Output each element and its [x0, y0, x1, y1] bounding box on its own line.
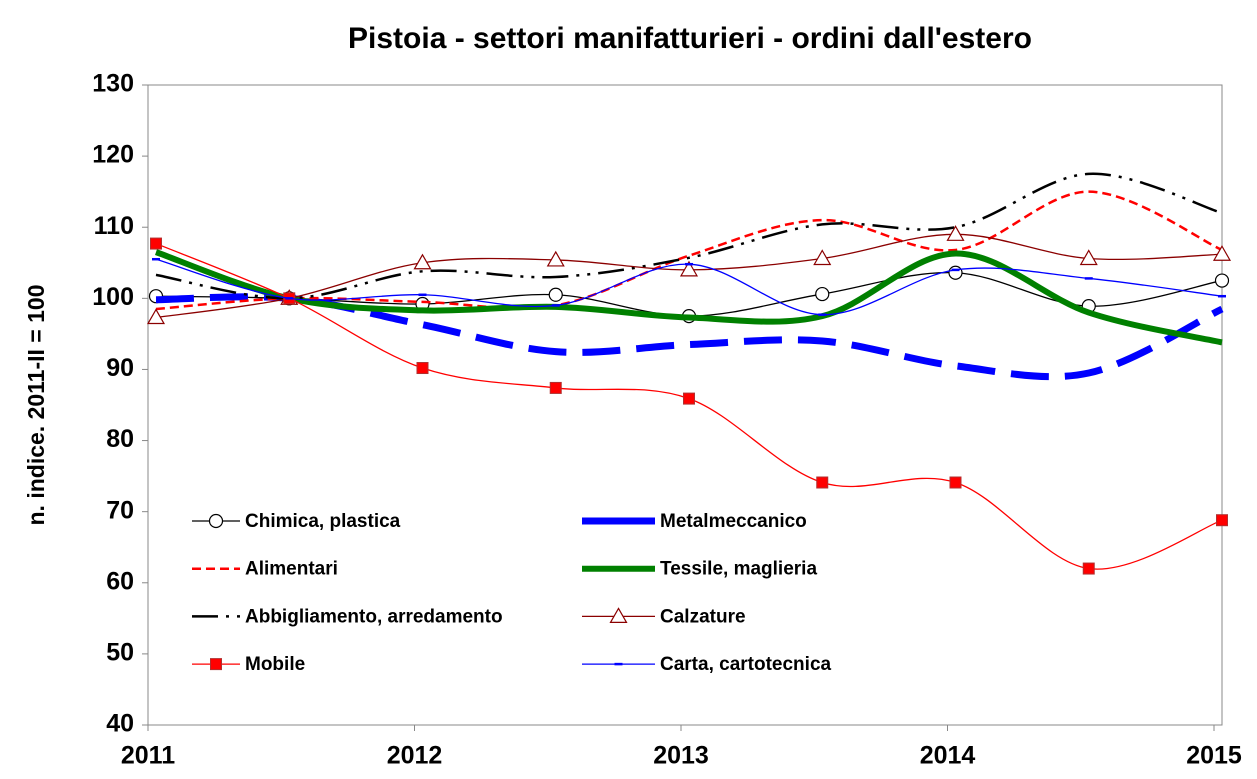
y-tick-label: 100 — [92, 283, 134, 311]
marker — [1216, 514, 1228, 527]
y-tick-label: 110 — [94, 212, 134, 240]
legend-label: Carta, cartotecnica — [660, 654, 832, 675]
series-line — [155, 293, 1224, 381]
x-tick-label: 2014 — [920, 742, 976, 770]
marker — [949, 476, 962, 489]
legend-label: Chimica, plastica — [245, 511, 401, 532]
y-tick-label: 60 — [106, 567, 134, 595]
series-line — [155, 172, 1223, 300]
marker — [813, 249, 832, 266]
x-tick-label: 2012 — [387, 742, 443, 770]
marker — [416, 362, 429, 375]
legend-label: Alimentari — [245, 559, 338, 580]
x-tick-label: 2015 — [1186, 742, 1242, 770]
y-axis-label: n. indice. 2011-II = 100 — [23, 285, 49, 526]
legend-label: Tessile, maglieria — [660, 559, 817, 580]
y-tick-label: 70 — [106, 496, 134, 524]
legend-marker — [210, 658, 222, 671]
y-tick-label: 50 — [106, 638, 134, 666]
marker — [1212, 245, 1232, 261]
marker — [816, 476, 829, 489]
marker — [1082, 562, 1095, 575]
marker — [1079, 249, 1098, 266]
x-tick-label: 2013 — [653, 742, 709, 770]
y-tick-label: 80 — [106, 425, 134, 453]
marker — [946, 225, 965, 241]
marker — [679, 260, 699, 277]
marker — [548, 287, 563, 302]
legend-label: Metalmeccanico — [660, 511, 807, 532]
legend-label: Abbigliamento, arredamento — [245, 606, 503, 627]
marker — [682, 392, 695, 405]
marker — [815, 286, 830, 302]
y-tick-label: 90 — [106, 354, 134, 382]
legend-label: Mobile — [245, 654, 305, 675]
marker — [146, 308, 166, 325]
chart-title: Pistoia - settori manifatturieri - ordin… — [348, 22, 1032, 55]
marker — [948, 265, 963, 280]
y-tick-label: 40 — [106, 710, 134, 738]
marker — [149, 237, 162, 250]
plot-frame — [147, 84, 1223, 726]
series-line — [155, 190, 1223, 311]
legend-marker — [208, 513, 224, 529]
y-tick-label: 130 — [92, 70, 134, 98]
marker — [546, 250, 565, 267]
legend-marker — [609, 607, 628, 623]
marker — [549, 381, 562, 394]
marker — [1214, 273, 1230, 288]
series-line — [155, 249, 1223, 346]
y-tick-label: 120 — [92, 141, 134, 169]
marker — [413, 253, 432, 270]
legend-label: Calzature — [660, 606, 746, 627]
x-tick-label: 2011 — [121, 742, 175, 770]
